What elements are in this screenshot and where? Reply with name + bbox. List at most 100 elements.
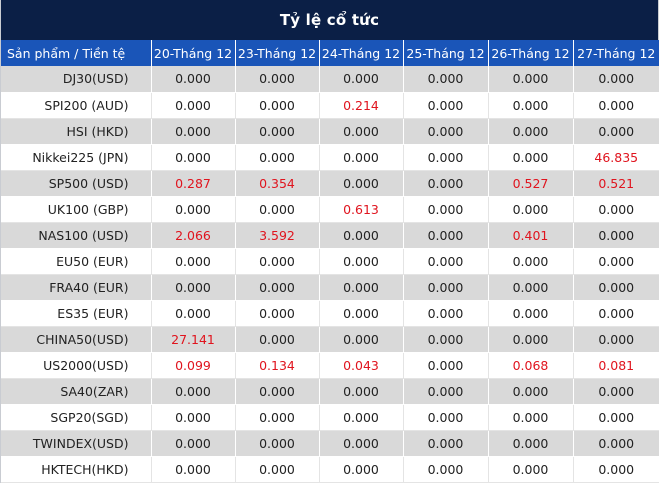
header-row: Sản phẩm / Tiền tệ 20-Tháng 12 23-Tháng … — [1, 40, 659, 66]
dividend-value-cell: 0.000 — [319, 170, 404, 197]
table-row: Nikkei225 (JPN) 0.000 0.000 0.000 0.000 0.000… — [1, 144, 659, 171]
dividend-value-cell: 0.000 — [151, 430, 236, 457]
dividend-value-cell: 46.835 — [573, 144, 659, 171]
dividend-value-cell: 0.134 — [235, 352, 320, 379]
table-header: Sản phẩm / Tiền tệ 20-Tháng 12 23-Tháng … — [1, 40, 659, 66]
dividend-value-cell: 0.000 — [151, 274, 236, 301]
dividend-value-cell: 0.000 — [319, 456, 404, 483]
dividend-value-cell: 0.000 — [488, 300, 574, 327]
dividend-value-cell: 0.000 — [488, 326, 574, 353]
dividend-value-cell: 0.000 — [151, 248, 236, 275]
dividend-value-cell: 0.000 — [403, 170, 489, 197]
dividend-value-cell: 0.000 — [573, 66, 659, 93]
dividend-value-cell: 0.000 — [235, 326, 320, 353]
table-row: US2000(USD) 0.099 0.134 0.043 0.000 0.068 0.08… — [1, 352, 659, 379]
dividend-value-cell: 0.000 — [151, 300, 236, 327]
product-cell: SA40(ZAR) — [1, 378, 152, 405]
table-row: CHINA50(USD) 27.141 0.000 0.000 0.000 0.000 0.… — [1, 326, 659, 353]
product-cell: SPI200 (AUD) — [1, 92, 152, 119]
dividend-value-cell: 0.527 — [488, 170, 574, 197]
column-header-product: Sản phẩm / Tiền tệ — [1, 40, 152, 66]
dividend-value-cell: 0.000 — [235, 456, 320, 483]
dividend-value-cell: 0.000 — [319, 144, 404, 171]
dividend-value-cell: 0.000 — [235, 248, 320, 275]
dividend-value-cell: 0.000 — [403, 274, 489, 301]
dividend-value-cell: 0.000 — [235, 66, 320, 93]
product-cell: ES35 (EUR) — [1, 300, 152, 327]
dividend-value-cell: 0.099 — [151, 352, 236, 379]
table-row: FRA40 (EUR) 0.000 0.000 0.000 0.000 0.000 0.00… — [1, 274, 659, 301]
dividend-value-cell: 0.000 — [235, 144, 320, 171]
dividend-value-cell: 0.000 — [573, 300, 659, 327]
dividend-value-cell: 0.000 — [151, 196, 236, 223]
dividend-value-cell: 0.081 — [573, 352, 659, 379]
dividend-value-cell: 0.000 — [488, 404, 574, 431]
product-cell: HKTECH(HKD) — [1, 456, 152, 483]
dividend-value-cell: 0.000 — [151, 118, 236, 145]
table-row: UK100 (GBP) 0.000 0.000 0.613 0.000 0.000 0.00… — [1, 196, 659, 223]
table-row: SA40(ZAR) 0.000 0.000 0.000 0.000 0.000 0.000 — [1, 378, 659, 405]
column-header-date: 20-Tháng 12 — [151, 40, 236, 66]
dividend-value-cell: 0.000 — [403, 352, 489, 379]
dividend-value-cell: 0.000 — [403, 196, 489, 223]
dividend-value-cell: 0.000 — [319, 430, 404, 457]
dividend-value-cell: 0.000 — [573, 274, 659, 301]
dividend-value-cell: 0.000 — [403, 144, 489, 171]
table-title: Tỷ lệ cổ tức — [1, 0, 658, 40]
dividend-value-cell: 0.000 — [403, 222, 489, 249]
dividend-value-cell: 0.000 — [235, 274, 320, 301]
column-header-date: 24-Tháng 12 — [319, 40, 404, 66]
dividend-value-cell: 0.000 — [151, 66, 236, 93]
dividend-value-cell: 0.000 — [488, 196, 574, 223]
dividend-value-cell: 0.613 — [319, 196, 404, 223]
column-header-date: 23-Tháng 12 — [235, 40, 320, 66]
dividend-value-cell: 0.000 — [573, 222, 659, 249]
table-row: SGP20(SGD) 0.000 0.000 0.000 0.000 0.000 0.000 — [1, 404, 659, 431]
table-row: DJ30(USD) 0.000 0.000 0.000 0.000 0.000 0.000 — [1, 66, 659, 93]
dividend-value-cell: 0.000 — [573, 378, 659, 405]
dividend-value-cell: 0.000 — [488, 118, 574, 145]
dividend-value-cell: 0.000 — [488, 248, 574, 275]
dividend-value-cell: 0.000 — [403, 118, 489, 145]
dividend-value-cell: 0.043 — [319, 352, 404, 379]
table-row: SP500 (USD) 0.287 0.354 0.000 0.000 0.527 0.52… — [1, 170, 659, 197]
dividend-value-cell: 0.000 — [151, 378, 236, 405]
dividend-value-cell: 0.000 — [403, 300, 489, 327]
column-header-date: 25-Tháng 12 — [403, 40, 489, 66]
dividend-value-cell: 0.000 — [151, 404, 236, 431]
product-cell: US2000(USD) — [1, 352, 152, 379]
dividend-value-cell: 0.000 — [235, 92, 320, 119]
dividend-value-cell: 0.000 — [403, 66, 489, 93]
table-body: DJ30(USD) 0.000 0.000 0.000 0.000 0.000 0.000 S… — [1, 66, 659, 483]
dividend-value-cell: 0.000 — [488, 378, 574, 405]
table-row: EU50 (EUR) 0.000 0.000 0.000 0.000 0.000 0.000 — [1, 248, 659, 275]
product-cell: HSI (HKD) — [1, 118, 152, 145]
dividend-value-cell: 0.000 — [403, 378, 489, 405]
product-cell: SGP20(SGD) — [1, 404, 152, 431]
dividend-value-cell: 0.000 — [488, 456, 574, 483]
dividend-value-cell: 0.000 — [403, 404, 489, 431]
dividend-value-cell: 0.000 — [235, 300, 320, 327]
table-row: SPI200 (AUD) 0.000 0.000 0.214 0.000 0.000 0.0… — [1, 92, 659, 119]
product-cell: UK100 (GBP) — [1, 196, 152, 223]
dividend-value-cell: 0.287 — [151, 170, 236, 197]
dividend-value-cell: 0.000 — [488, 430, 574, 457]
dividend-value-cell: 0.000 — [573, 248, 659, 275]
product-cell: CHINA50(USD) — [1, 326, 152, 353]
column-header-date: 26-Tháng 12 — [488, 40, 574, 66]
dividend-value-cell: 0.000 — [235, 430, 320, 457]
dividend-value-cell: 0.000 — [488, 144, 574, 171]
table-row: NAS100 (USD) 2.066 3.592 0.000 0.000 0.401 0.0… — [1, 222, 659, 249]
product-cell: Nikkei225 (JPN) — [1, 144, 152, 171]
product-cell: EU50 (EUR) — [1, 248, 152, 275]
dividend-value-cell: 0.000 — [319, 378, 404, 405]
dividend-value-cell: 3.592 — [235, 222, 320, 249]
dividend-value-cell: 0.000 — [573, 456, 659, 483]
dividend-value-cell: 0.000 — [151, 92, 236, 119]
dividend-value-cell: 0.000 — [573, 430, 659, 457]
product-cell: FRA40 (EUR) — [1, 274, 152, 301]
product-cell: SP500 (USD) — [1, 170, 152, 197]
table-row: HSI (HKD) 0.000 0.000 0.000 0.000 0.000 0.000 — [1, 118, 659, 145]
dividend-value-cell: 0.000 — [319, 274, 404, 301]
